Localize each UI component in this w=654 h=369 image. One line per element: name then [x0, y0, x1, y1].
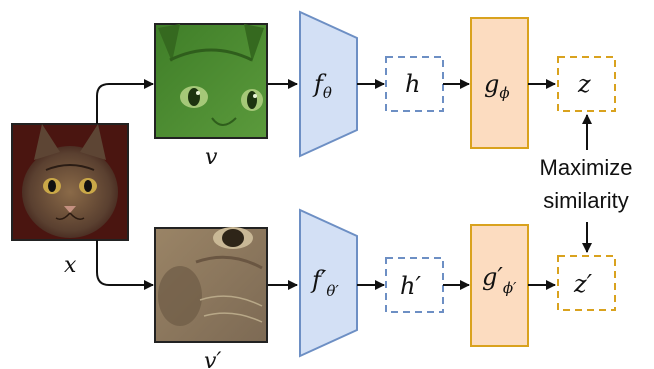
- similarity-label: similarity: [543, 188, 629, 213]
- encoder-f-theta-prime: [299, 208, 358, 358]
- label-v: v: [205, 145, 218, 170]
- encoder-f-theta: [299, 10, 358, 158]
- label-h: h: [405, 70, 420, 98]
- projector-g-phi: [470, 17, 529, 149]
- input-image-x: [11, 123, 129, 241]
- view-v-prime-image: [154, 227, 268, 343]
- view-v-image: [154, 23, 268, 139]
- arrow-x-to-v-prime: [96, 240, 154, 290]
- label-h-prime: h′: [400, 272, 421, 300]
- embedding-z-prime: [557, 255, 616, 311]
- projector-g-phi-prime: [470, 224, 529, 347]
- arrow-x-to-v: [96, 79, 154, 124]
- label-v-prime: v′: [204, 349, 221, 369]
- maximize-label: Maximize: [540, 155, 633, 180]
- embedding-z: [557, 56, 616, 112]
- label-z: z: [577, 70, 591, 98]
- label-x: x: [64, 253, 77, 278]
- label-z-prime: z′: [573, 270, 593, 298]
